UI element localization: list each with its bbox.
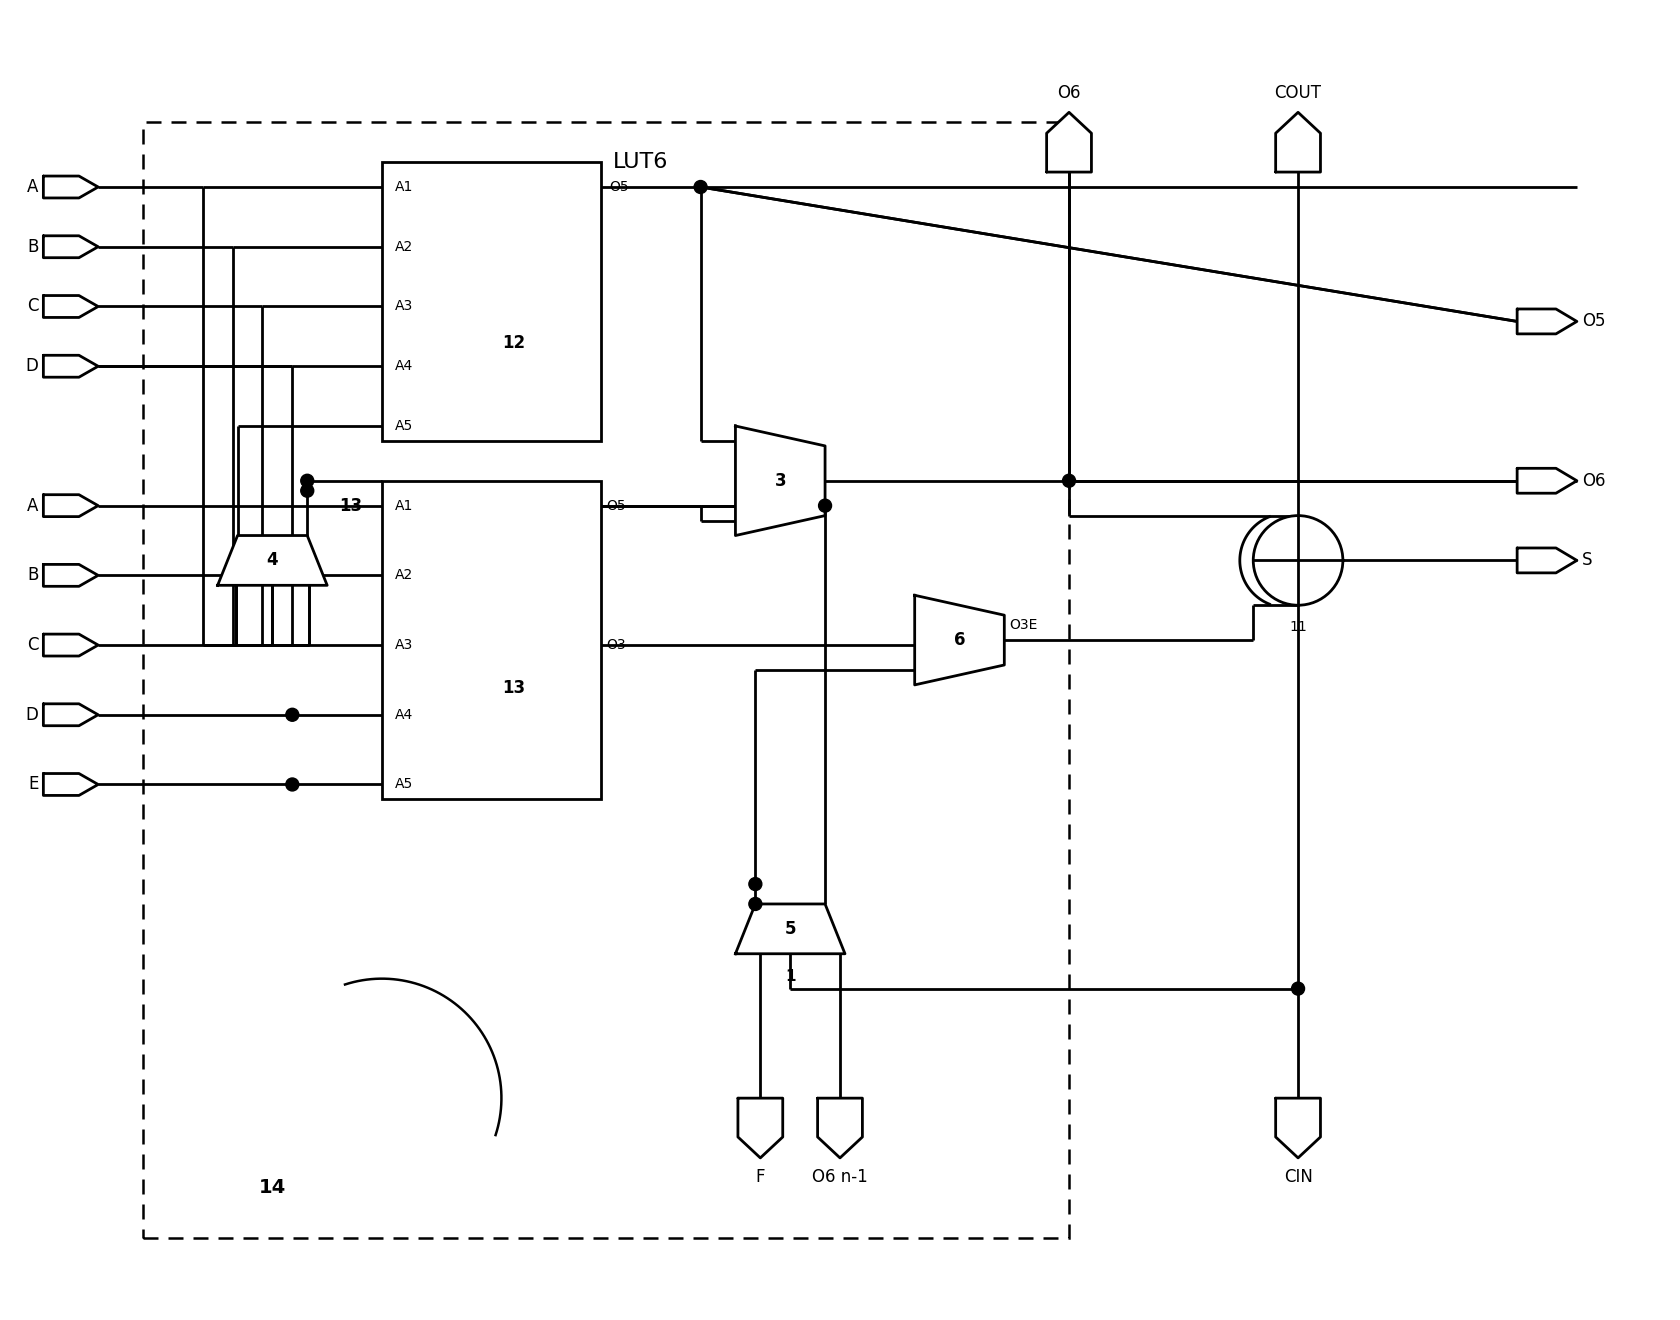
Text: F: F — [756, 1168, 764, 1185]
Text: 13: 13 — [502, 678, 524, 697]
Polygon shape — [44, 704, 97, 726]
Text: O6 n-1: O6 n-1 — [811, 1168, 869, 1185]
Text: O5: O5 — [1583, 313, 1606, 330]
Bar — [381, 162, 601, 441]
Text: COUT: COUT — [1275, 84, 1322, 103]
Text: D: D — [25, 358, 39, 375]
Text: 3: 3 — [774, 471, 786, 490]
Text: CIN: CIN — [1284, 1168, 1312, 1185]
Text: 5: 5 — [785, 920, 796, 939]
Text: 14: 14 — [259, 1179, 286, 1197]
Text: B: B — [27, 238, 39, 256]
Polygon shape — [44, 236, 97, 257]
Polygon shape — [1517, 309, 1578, 334]
Circle shape — [301, 484, 314, 498]
Polygon shape — [914, 595, 1005, 685]
Text: O3: O3 — [606, 638, 625, 652]
Text: A1: A1 — [395, 499, 413, 512]
Text: C: C — [27, 297, 39, 315]
Polygon shape — [1517, 469, 1578, 494]
Circle shape — [1292, 982, 1305, 995]
Polygon shape — [1517, 548, 1578, 573]
Text: 13: 13 — [339, 496, 361, 515]
Text: D: D — [25, 706, 39, 723]
Text: E: E — [29, 775, 39, 793]
Text: LUT6: LUT6 — [613, 152, 669, 172]
Circle shape — [286, 709, 299, 721]
Circle shape — [818, 499, 832, 512]
Text: A3: A3 — [395, 300, 413, 313]
Polygon shape — [44, 495, 97, 516]
Text: A4: A4 — [395, 708, 413, 722]
Polygon shape — [736, 426, 825, 536]
Text: A2: A2 — [395, 240, 413, 253]
Polygon shape — [44, 774, 97, 796]
Polygon shape — [1047, 112, 1092, 172]
Circle shape — [301, 474, 314, 487]
Text: A5: A5 — [395, 777, 413, 792]
Text: 11: 11 — [1289, 620, 1307, 634]
Text: 12: 12 — [502, 334, 524, 352]
Polygon shape — [44, 355, 97, 378]
Text: A5: A5 — [395, 418, 413, 433]
Text: 6: 6 — [954, 631, 966, 649]
Polygon shape — [44, 565, 97, 586]
Text: A3: A3 — [395, 638, 413, 652]
Bar — [143, 123, 1068, 1238]
Text: O6: O6 — [1583, 471, 1606, 490]
Polygon shape — [1275, 1098, 1320, 1158]
Text: O5: O5 — [606, 499, 625, 512]
Text: O3E: O3E — [1010, 618, 1038, 632]
Polygon shape — [44, 634, 97, 656]
Polygon shape — [818, 1098, 862, 1158]
Bar — [381, 480, 601, 800]
Circle shape — [694, 181, 707, 194]
Text: O5: O5 — [608, 180, 628, 194]
Circle shape — [1253, 516, 1342, 606]
Circle shape — [749, 898, 761, 911]
Text: A1: A1 — [395, 180, 413, 194]
Circle shape — [1062, 474, 1075, 487]
Text: A4: A4 — [395, 359, 413, 374]
Text: 4: 4 — [267, 552, 279, 569]
Polygon shape — [218, 536, 328, 585]
Text: A2: A2 — [395, 569, 413, 582]
Polygon shape — [44, 296, 97, 317]
Text: O6: O6 — [1057, 84, 1080, 103]
Polygon shape — [1275, 112, 1320, 172]
Text: C: C — [27, 636, 39, 655]
Text: 1: 1 — [785, 969, 795, 983]
Text: S: S — [1583, 552, 1593, 569]
Polygon shape — [44, 176, 97, 198]
Polygon shape — [736, 904, 845, 954]
Text: A: A — [27, 178, 39, 195]
Circle shape — [286, 777, 299, 791]
Text: B: B — [27, 566, 39, 585]
Circle shape — [749, 878, 761, 891]
Text: A: A — [27, 496, 39, 515]
Polygon shape — [738, 1098, 783, 1158]
